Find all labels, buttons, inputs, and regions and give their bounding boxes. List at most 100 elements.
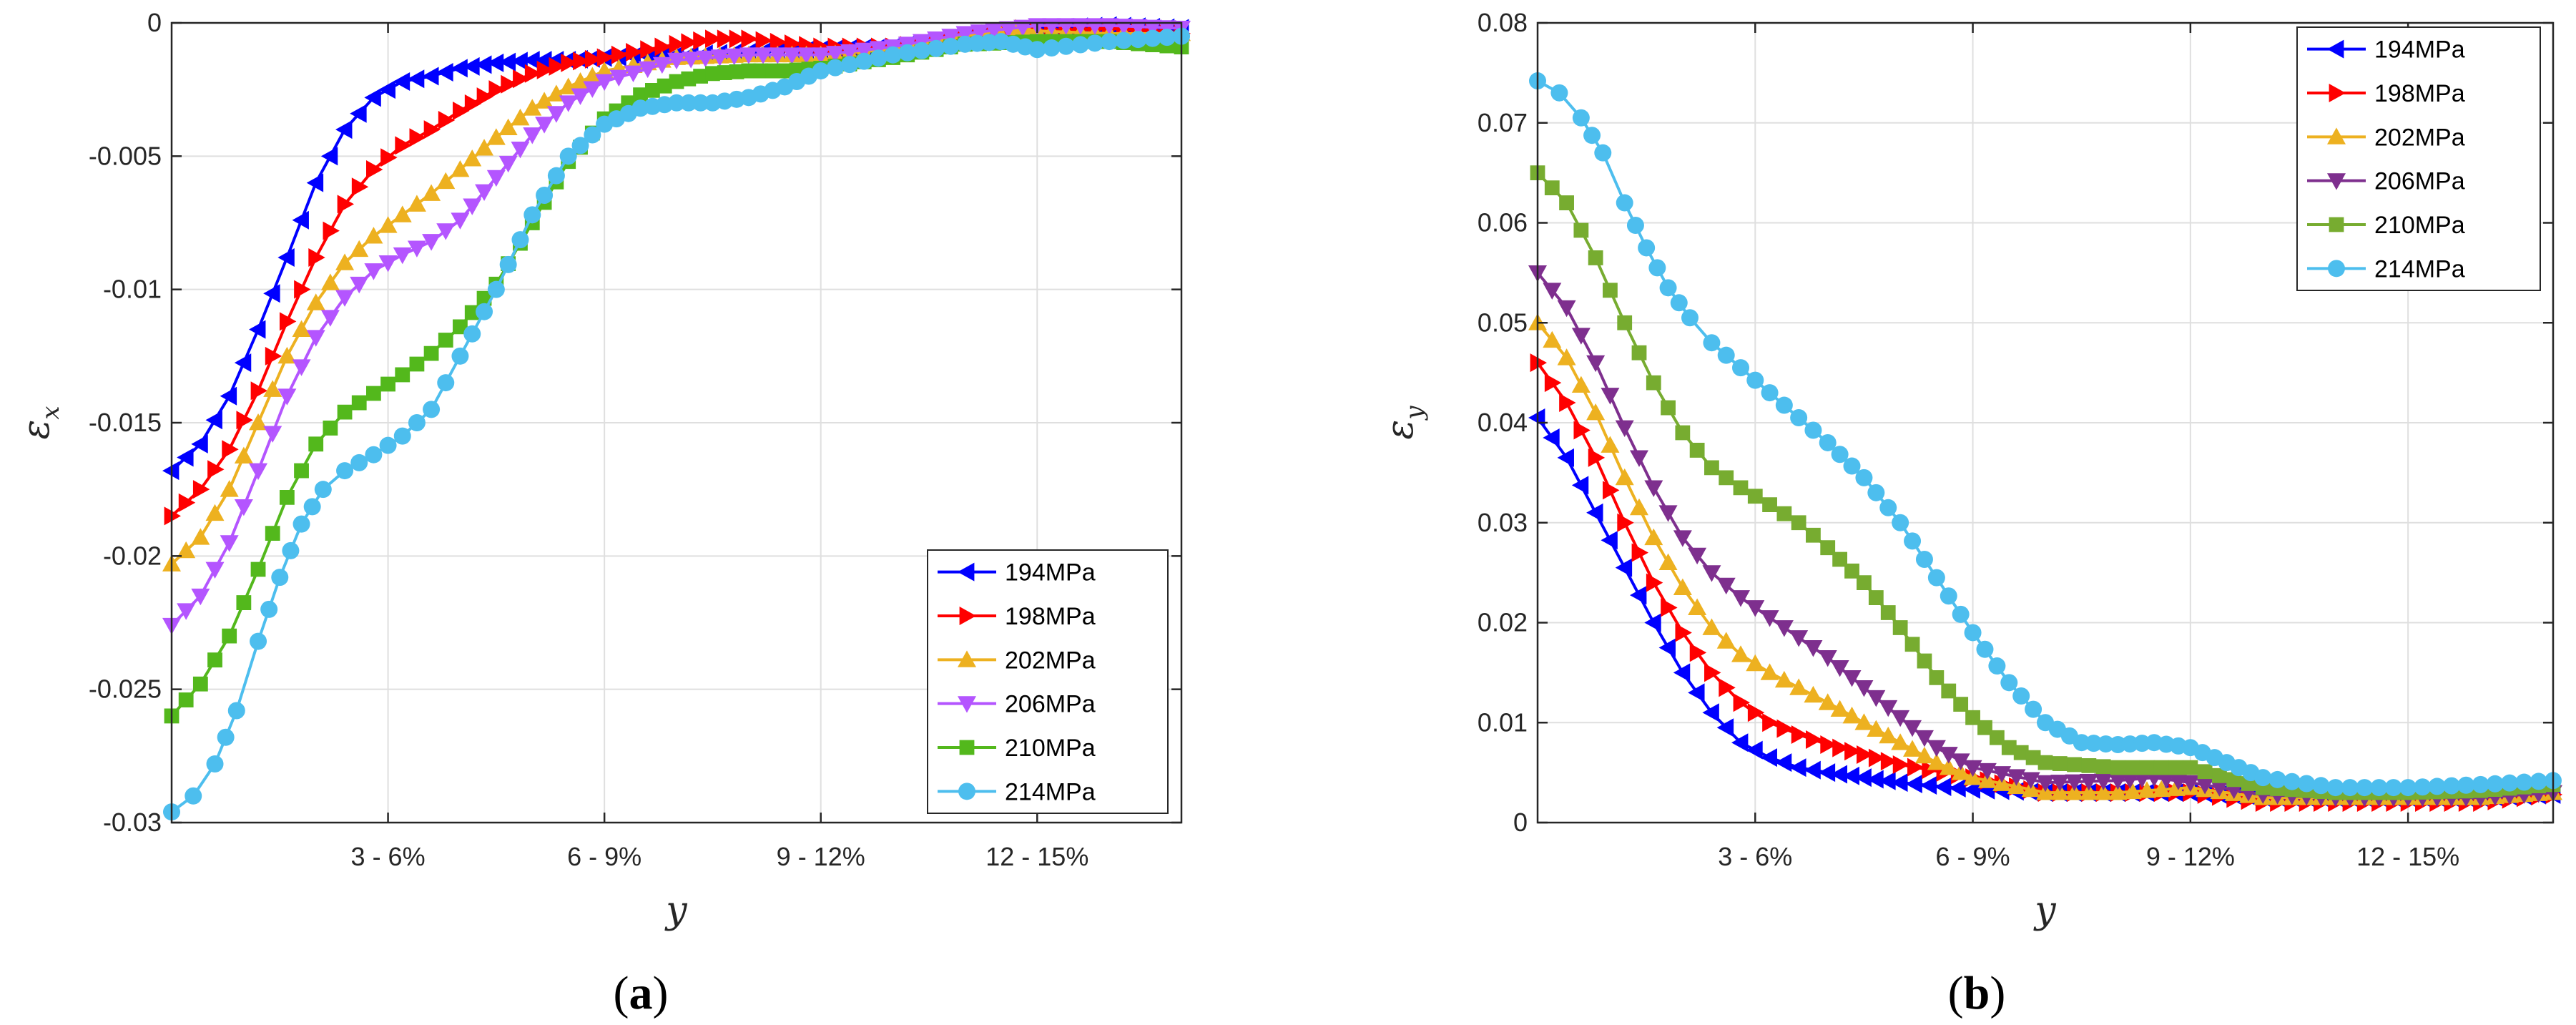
data-point [1892,514,1909,531]
data-point [488,80,506,99]
data-point [2123,782,2142,800]
data-point [498,118,518,135]
x-axis-label: y [664,889,687,932]
data-point [1703,334,1721,352]
data-point [263,380,282,397]
data-point [654,37,672,57]
data-point [1891,733,1910,750]
legend-label: 198MPa [2374,80,2465,107]
data-point [644,83,660,98]
data-point [755,31,773,50]
data-point [682,52,701,69]
data-point [1733,480,1749,496]
data-point [696,50,715,68]
data-point [2515,773,2533,791]
data-point [1719,678,1736,697]
data-point [249,320,266,339]
legend-label: 194MPa [2374,36,2465,64]
data-point [583,81,602,98]
data-point [825,46,845,63]
data-point [1057,37,1075,55]
data-point [191,588,210,606]
data-point [1804,640,1823,657]
data-point [1646,573,1663,592]
data-point [768,47,787,64]
data-point [320,310,340,327]
data-point [1544,180,1560,195]
data-point [1144,29,1161,47]
data-point [1939,747,1958,764]
data-point [1976,640,1994,658]
data-point [438,111,456,130]
data-point [536,186,554,204]
data-point [693,69,709,84]
data-point [464,305,480,320]
data-point [2197,764,2213,780]
data-point [220,386,237,406]
data-point [498,155,518,173]
data-point [1601,436,1620,453]
data-point [1601,531,1618,550]
data-point [378,80,395,99]
data-point [1571,476,1589,495]
data-point [453,101,470,120]
data-point [1762,497,1777,512]
data-point [436,223,456,240]
data-point [191,528,210,545]
data-point [729,29,747,49]
data-point [1543,330,1562,348]
data-point [2152,780,2171,798]
legend-marker [958,562,975,582]
data-point [535,51,552,70]
data-point [1914,746,1934,764]
data-point [1644,613,1661,632]
data-point [2073,734,2090,752]
data-point [1594,144,1612,162]
legend-marker [2327,39,2344,59]
legend-marker [2327,127,2346,144]
data-point [2120,772,2140,789]
data-point [524,64,542,83]
data-point [1557,348,1576,366]
data-point [1935,777,1952,796]
data-point [1919,776,1937,795]
data-point [1830,700,1849,717]
data-point [1615,420,1634,437]
data-point [1949,778,1966,798]
data-point [393,427,411,445]
data-point [1013,19,1033,36]
data-point [681,71,697,87]
data-point [1867,484,1885,501]
data-point [1855,469,1873,486]
data-point [984,23,1003,40]
data-point [669,74,684,89]
data-point [2000,674,2018,692]
data-point [2312,777,2330,795]
data-point [1731,733,1749,752]
data-point [1644,528,1663,546]
data-point [2065,774,2084,791]
data-point [1857,745,1874,764]
data-point [306,173,324,192]
data-point [178,692,194,707]
data-point [1774,670,1794,688]
data-point [1716,577,1736,595]
data-point [1776,719,1794,738]
data-point [693,31,710,50]
data-point [453,319,468,335]
data-point [1929,670,1945,685]
data-point [451,160,470,177]
data-point [463,198,482,215]
data-point [335,290,355,307]
data-point [2138,781,2156,798]
data-point [1617,315,1633,330]
data-point [1704,460,1719,476]
data-point [1820,735,1837,754]
data-point [499,255,517,273]
data-point [536,60,554,79]
legend-box [2296,26,2541,291]
data-point [2501,774,2519,792]
data-point [928,39,945,57]
data-point [2428,778,2446,795]
data-point [2110,760,2125,775]
